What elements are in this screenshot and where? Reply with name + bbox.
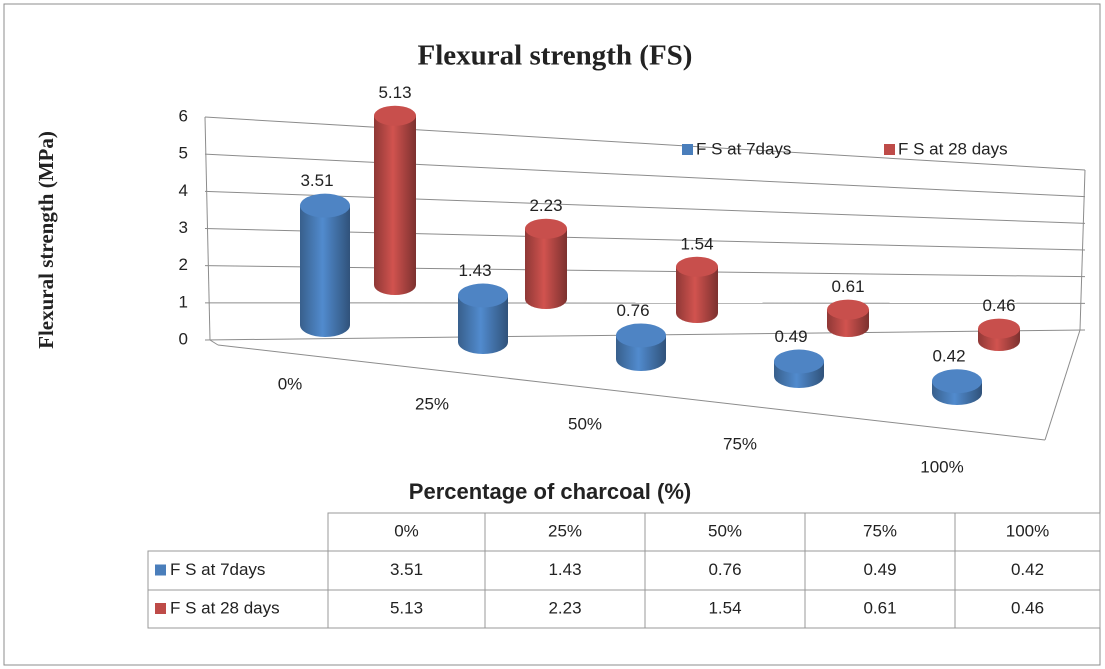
floor-edge <box>1044 329 1081 441</box>
table-cell: 3.51 <box>390 560 423 579</box>
table-cell: 0.61 <box>863 598 896 617</box>
data-label: 0.42 <box>932 347 965 366</box>
x-tick-label: 0% <box>278 374 303 393</box>
table-row-label: F S at 28 days <box>170 598 280 617</box>
bar-top <box>374 105 416 126</box>
y-tick-label: 6 <box>179 106 188 125</box>
grid-line <box>204 265 1086 278</box>
bar-top <box>932 369 982 394</box>
table-swatch <box>155 603 166 614</box>
table-cell: 1.54 <box>708 598 741 617</box>
y-tick-label: 4 <box>179 181 188 200</box>
table-row-label: F S at 7days <box>170 560 265 579</box>
data-label: 0.61 <box>831 277 864 296</box>
bar-top <box>458 283 508 308</box>
table-cell: 0.76 <box>708 560 741 579</box>
bar <box>300 193 350 337</box>
x-tick-label: 75% <box>723 434 757 453</box>
data-label: 5.13 <box>378 83 411 102</box>
table-cell: 5.13 <box>390 598 423 617</box>
y-tick-label: 1 <box>179 292 188 311</box>
wall-edge <box>204 116 211 341</box>
table-cell: 0.46 <box>1011 598 1044 617</box>
grid-line <box>204 116 1086 171</box>
grid-line <box>204 190 1086 224</box>
data-label: 1.54 <box>680 234 713 253</box>
x-tick-label: 50% <box>568 414 602 433</box>
y-tick-label: 3 <box>179 218 188 237</box>
chart-frame <box>3 3 1101 666</box>
bar-top <box>774 349 824 374</box>
table-cell: 0.42 <box>1011 560 1044 579</box>
bar <box>827 299 869 337</box>
legend-label: F S at 28 days <box>898 139 1008 158</box>
bar-top <box>827 299 869 320</box>
data-label: 0.49 <box>774 327 807 346</box>
x-tick-label: 100% <box>920 457 963 476</box>
bar-top <box>525 218 567 239</box>
bar-body <box>300 205 350 337</box>
table-swatch <box>155 564 166 576</box>
bar <box>458 283 508 354</box>
bar-body <box>676 266 718 323</box>
data-label: 0.76 <box>616 301 649 320</box>
wall-edge <box>1079 169 1086 331</box>
y-tick-label: 2 <box>179 255 188 274</box>
floor-edge <box>217 344 1046 441</box>
table-cell: 1.43 <box>548 560 581 579</box>
grid-line <box>204 302 1086 304</box>
table-cell: 0.49 <box>863 560 896 579</box>
bar-top <box>300 193 350 218</box>
bar <box>774 349 824 388</box>
table-header: 0% <box>394 521 419 540</box>
bar-top <box>978 318 1020 339</box>
table-cell: 2.23 <box>548 598 581 617</box>
bar-body <box>458 295 508 354</box>
data-table: 0% 25% 50% 75% 100% F S at 7days 3.51 1.43 0.76 0… <box>147 512 1101 629</box>
bar <box>525 218 567 309</box>
bar-body <box>374 115 416 296</box>
x-axis-title: Percentage of charcoal (%) <box>409 479 691 504</box>
bar <box>676 256 718 323</box>
data-label: 1.43 <box>458 261 491 280</box>
table-header: 50% <box>708 521 742 540</box>
grid-line <box>204 153 1086 198</box>
bar <box>978 318 1020 351</box>
floor-edge <box>209 339 219 346</box>
bar <box>374 105 416 296</box>
bar-top <box>676 256 718 277</box>
legend-swatch <box>682 144 693 155</box>
bar-body <box>525 228 567 309</box>
bar <box>932 369 982 405</box>
data-label: 0.46 <box>982 296 1015 315</box>
chart-title: Flexural strength (FS) <box>418 40 693 72</box>
data-label: 2.23 <box>529 196 562 215</box>
table-header: 25% <box>548 521 582 540</box>
x-tick-label: 25% <box>415 394 449 413</box>
y-axis-title: Flexural strength (MPa) <box>34 131 58 349</box>
grid-line <box>204 228 1086 251</box>
legend-swatch <box>884 144 895 155</box>
data-label: 3.51 <box>300 171 333 190</box>
table-header: 75% <box>863 521 897 540</box>
y-tick-label: 0 <box>179 329 188 348</box>
bar-top <box>616 323 666 348</box>
legend-label: F S at 7days <box>696 139 791 158</box>
bar <box>616 323 666 371</box>
table-header: 100% <box>1006 521 1049 540</box>
y-tick-label: 5 <box>179 144 188 163</box>
bars: 5.13 2.23 1.54 0.61 0.46 3.51 1.43 0.76 0.49 0.42… <box>300 83 1020 405</box>
